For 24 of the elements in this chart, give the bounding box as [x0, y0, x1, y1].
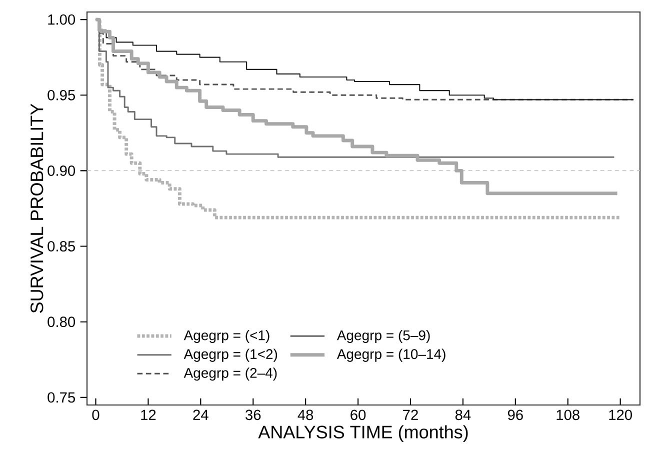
- x-tick-label: 120: [609, 410, 632, 420]
- y-tick-label: 0.85: [48, 241, 75, 252]
- x-tick-label: 96: [508, 410, 523, 420]
- y-tick-label: 0.75: [48, 392, 75, 403]
- x-tick-label: 48: [298, 410, 314, 420]
- x-tick-label: 36: [246, 410, 261, 420]
- y-tick-label: 0.80: [48, 316, 76, 328]
- x-tick-label: 12: [141, 410, 156, 420]
- y-axis-title: SURVIVAL PROBABILITY: [30, 104, 44, 313]
- legend-label: Agegrp = (10–14): [336, 348, 446, 362]
- x-tick-label: 108: [556, 410, 580, 420]
- legend-label: Agegrp = (1<2): [184, 348, 278, 362]
- y-tick-label: 1.00: [48, 14, 76, 25]
- y-tick-label: 0.90: [48, 166, 76, 176]
- x-tick-label: 0: [92, 410, 100, 420]
- y-tick-label: 0.95: [48, 90, 75, 100]
- x-tick-label: 72: [403, 410, 418, 420]
- legend-label: Agegrp = (2–4): [184, 368, 277, 381]
- legend-label: Agegrp = (<1): [184, 330, 270, 344]
- legend-label: Agegrp = (5–9): [336, 330, 430, 344]
- x-tick-label: 60: [350, 410, 366, 420]
- x-axis-title: ANALYSIS TIME (months): [258, 425, 468, 442]
- x-tick-label: 24: [193, 410, 208, 420]
- x-tick-label: 84: [455, 410, 471, 420]
